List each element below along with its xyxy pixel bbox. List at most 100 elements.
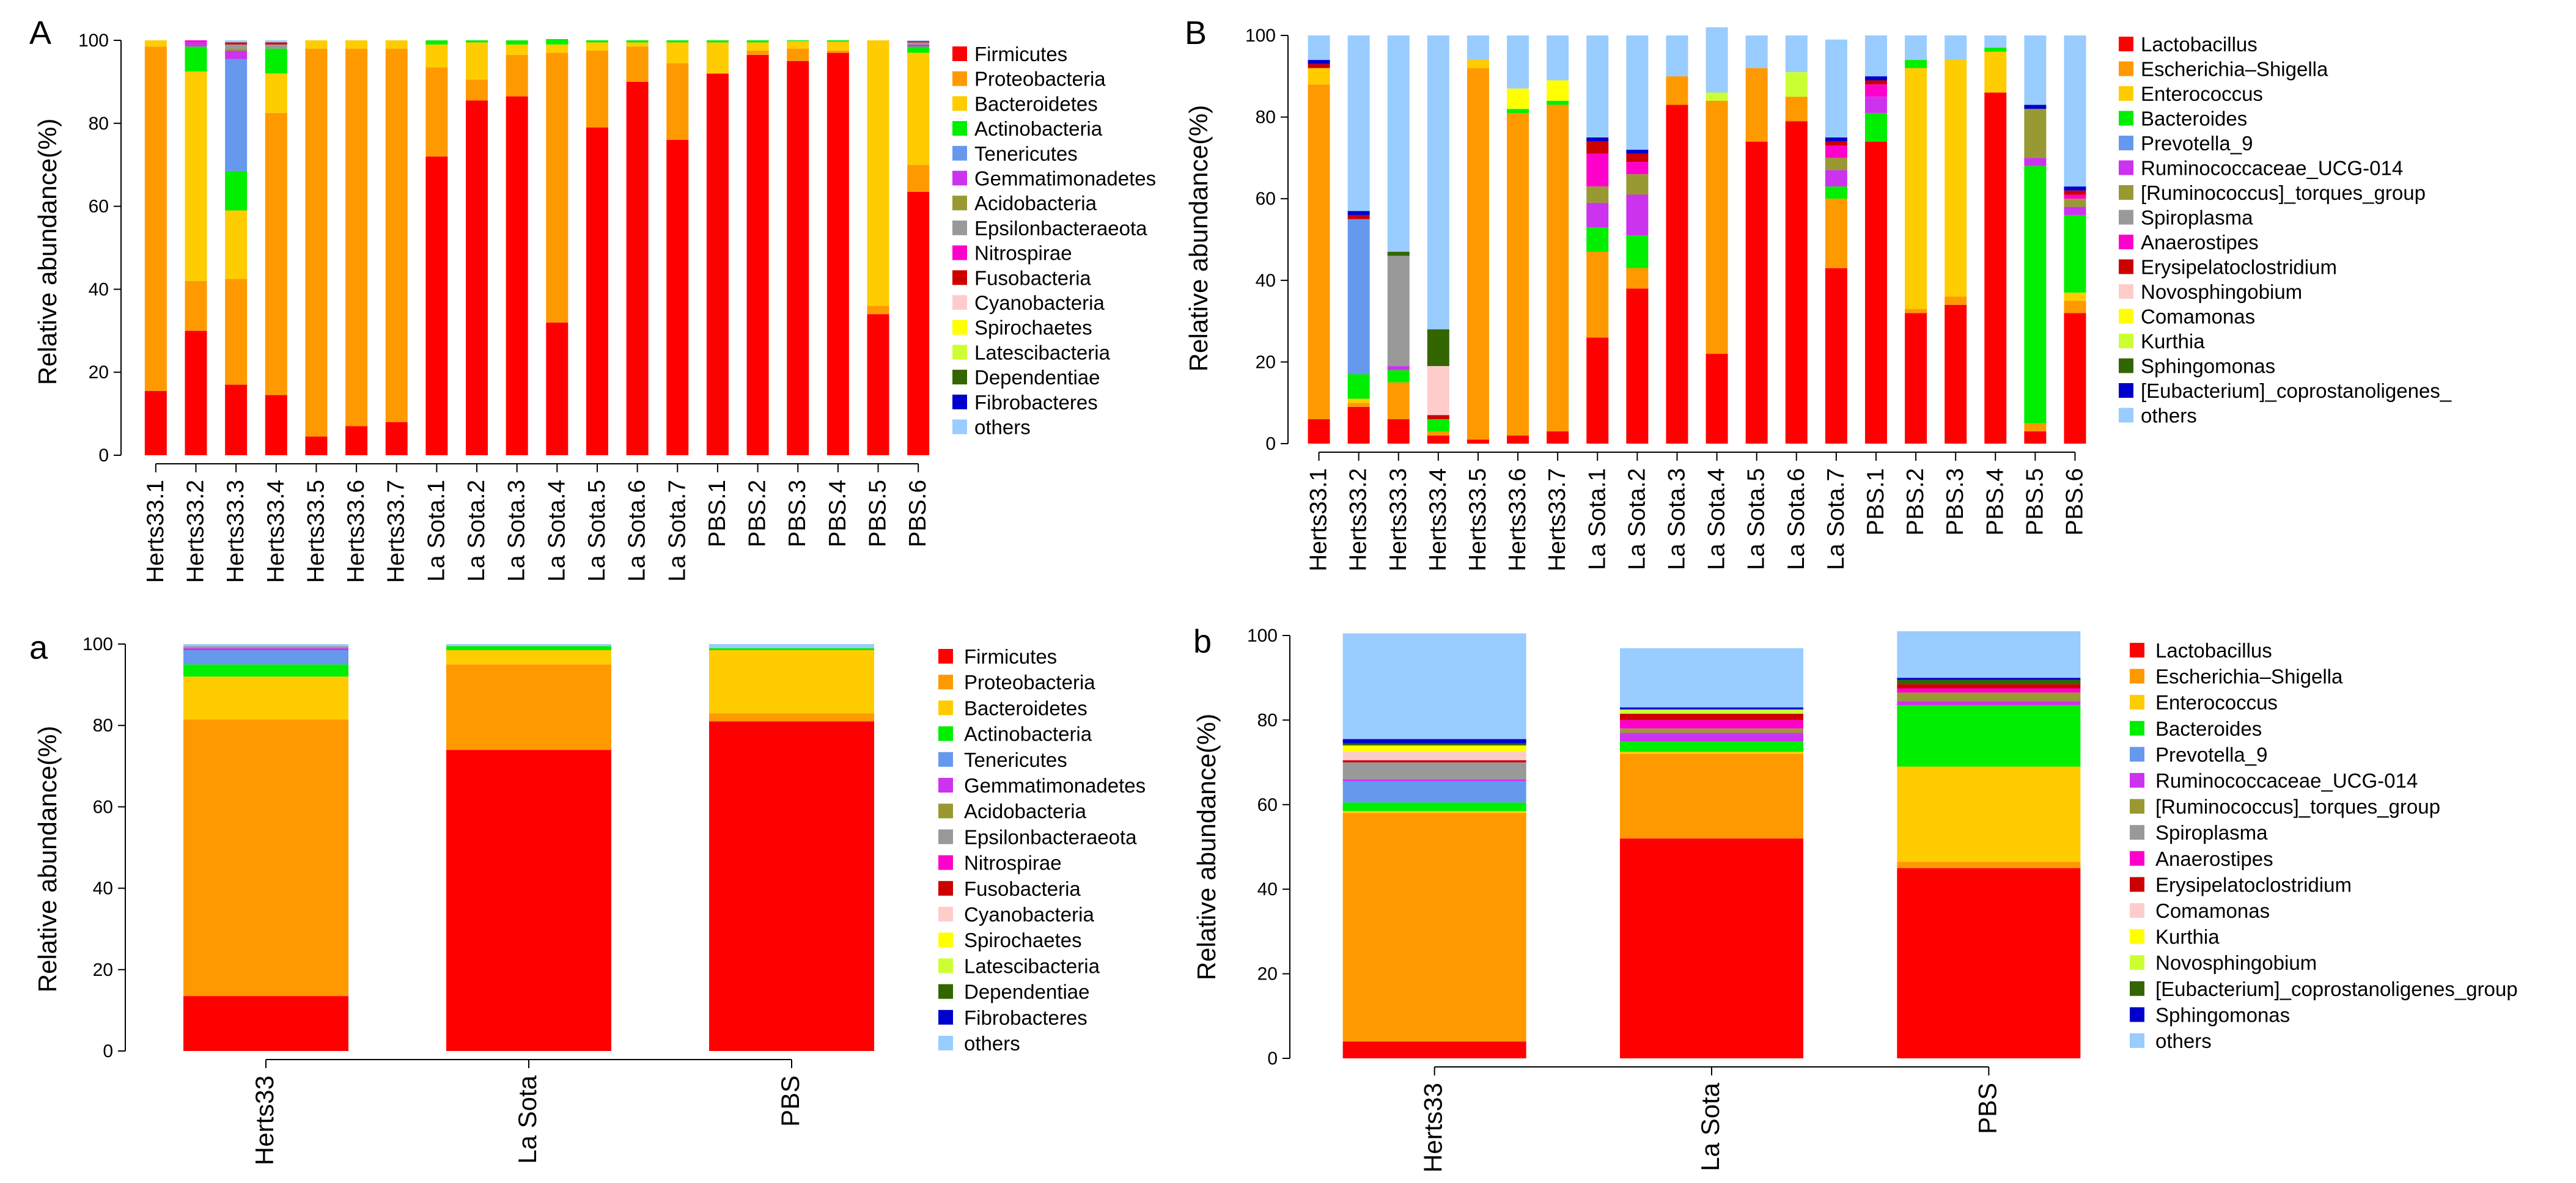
legend-label: others — [2155, 1030, 2212, 1052]
x-tick-label: Herts33.2 — [182, 480, 208, 583]
legend-label: Fusobacteria — [964, 877, 1081, 900]
bar-segment — [1626, 153, 1649, 163]
bar-segment — [666, 63, 689, 140]
legend-swatch — [2119, 383, 2133, 398]
x-tick-label: PBS.6 — [905, 480, 931, 548]
bar-segment — [1427, 35, 1449, 329]
legend-swatch — [938, 778, 953, 793]
y-tick-label: 60 — [89, 197, 109, 217]
bar-segment — [907, 46, 930, 53]
legend-swatch — [952, 71, 967, 86]
legend-label: Bacteroidetes — [964, 697, 1087, 719]
legend-swatch — [952, 220, 967, 235]
bar-segment — [1342, 760, 1526, 763]
bar-segment — [1586, 137, 1609, 142]
x-tick-label: La Sota.1 — [423, 480, 449, 582]
bar-segment — [1626, 174, 1649, 195]
bar-segment — [1626, 35, 1649, 150]
bar-segment — [265, 40, 287, 43]
panel-letter-b: b — [1193, 623, 1212, 660]
bar-segment — [1945, 304, 1967, 444]
legend-swatch — [938, 675, 953, 690]
legend-swatch — [952, 145, 967, 161]
bar-segment — [706, 40, 729, 43]
x-tick-label: La Sota.2 — [1624, 468, 1650, 570]
bar-segment — [1466, 68, 1489, 440]
bar-segment — [345, 48, 368, 427]
y-tick-label: 20 — [1257, 964, 1278, 984]
bar-segment — [183, 664, 348, 677]
bar-segment — [1507, 112, 1529, 436]
x-tick-label: PBS — [1973, 1083, 2001, 1134]
bar-segment — [1387, 382, 1410, 419]
legend-label: Firmicutes — [964, 645, 1057, 668]
bar-segment — [2064, 194, 2086, 199]
legend-swatch — [952, 196, 967, 211]
legend-swatch — [2119, 259, 2133, 274]
x-tick-label: PBS.3 — [1942, 468, 1968, 536]
bar-segment — [1626, 288, 1649, 444]
bar-segment — [1547, 104, 1569, 431]
legend-label: Acidobacteria — [974, 192, 1097, 214]
bar-segment — [2024, 423, 2047, 431]
panel-letter-A: A — [29, 15, 51, 51]
panel-A: A Relative abundance(%) 0 20 40 60 80 100 Hert… — [29, 15, 1156, 583]
legend-label: Ruminococcaceae_UCG-014 — [2155, 769, 2418, 792]
legend-label: Spirochaetes — [964, 929, 1082, 951]
legend-label: Spiroplasma — [2155, 821, 2268, 844]
legend-label: Spiroplasma — [2141, 207, 2253, 229]
bar-segment — [1825, 158, 1847, 170]
bar-segment — [1745, 141, 1768, 444]
bar-segment — [706, 42, 729, 74]
legend-label: Epsilonbacteraeota — [964, 826, 1137, 848]
legend-label: Fibrobacteres — [974, 391, 1098, 414]
bar-segment — [1586, 35, 1609, 137]
legend-label: Nitrospirae — [974, 242, 1072, 265]
bar-segment — [446, 644, 611, 646]
bar-segment — [225, 42, 248, 45]
bar-segment — [1347, 398, 1370, 403]
legend-label: Comamonas — [2141, 306, 2255, 328]
legend-swatch — [2119, 160, 2133, 175]
bar-segment — [466, 42, 488, 80]
legend-label: Anaerostipes — [2141, 231, 2259, 254]
bar-segment — [2024, 166, 2047, 423]
bar-segment — [746, 40, 769, 43]
legend-swatch — [2130, 877, 2144, 892]
bar-segment — [385, 48, 408, 422]
legend-label: Tenericutes — [974, 142, 1078, 165]
bar-segment — [1825, 39, 1847, 138]
bar-segment — [2064, 292, 2086, 301]
bar-segment — [1897, 862, 2081, 868]
bar-segment — [506, 40, 528, 45]
legend-swatch — [2130, 695, 2144, 710]
bar-segment — [1427, 431, 1449, 436]
bar-segment — [305, 40, 328, 49]
legend-label: Latescibacteria — [974, 341, 1111, 364]
bar-segment — [1620, 753, 1803, 839]
bar-segment — [746, 50, 769, 55]
y-tick-label: 60 — [93, 797, 113, 817]
bar-segment — [1905, 313, 1927, 444]
legend-swatch — [2130, 903, 2144, 918]
x-tick-label: Herts33.5 — [1465, 468, 1491, 571]
bar-segment — [626, 81, 649, 455]
legend-label: Latescibacteria — [964, 954, 1100, 977]
bar-segment — [1342, 802, 1526, 811]
legend-swatch — [938, 726, 953, 741]
legend-label: others — [974, 416, 1031, 439]
legend-label: [Ruminococcus]_torques_group — [2141, 181, 2426, 204]
bar-segment — [2024, 431, 2047, 444]
legend-label: Cyanobacteria — [974, 291, 1105, 314]
x-tick-label: Herts33.7 — [383, 480, 410, 583]
bar-segment — [506, 44, 528, 55]
bar-segment — [446, 650, 611, 665]
y-tick-label: 0 — [98, 445, 109, 466]
bar-segment — [305, 436, 328, 455]
bar-segment — [1342, 745, 1526, 752]
x-tick-label: Herts33.1 — [142, 480, 169, 583]
bar-segment — [1785, 97, 1808, 122]
bar-segment — [265, 73, 287, 113]
legend-swatch — [952, 320, 967, 335]
bar-segment — [1547, 100, 1569, 105]
